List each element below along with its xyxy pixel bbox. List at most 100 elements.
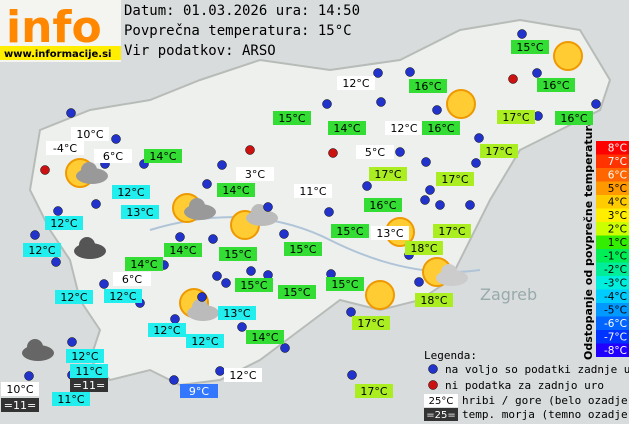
scale-cell (596, 195, 629, 209)
station-label-bg (66, 349, 104, 363)
station-label-bg (433, 224, 471, 238)
station-dot (280, 343, 290, 353)
scale-cell (596, 289, 629, 303)
station-label-bg (52, 392, 90, 406)
station-label-bg (144, 149, 182, 163)
station-dot (347, 370, 357, 380)
station-label-bg (415, 293, 453, 307)
sun-icon (446, 89, 476, 119)
legend-text: temp. morja (temno ozadje) (462, 408, 629, 421)
cloud-icon (79, 237, 95, 253)
station-dot (202, 179, 212, 189)
station-label-bg (369, 167, 407, 181)
station-label: 12°C (117, 186, 144, 199)
station-label-bg (246, 330, 284, 344)
station-dot (221, 278, 231, 288)
sun-icon (365, 280, 395, 310)
station-label: 11°C (75, 365, 102, 378)
station-label: 12°C (71, 350, 98, 363)
station-label-bg (352, 316, 390, 330)
station-label-bg (224, 368, 262, 382)
station-dot (421, 157, 431, 167)
place-label: Zagreb (480, 285, 537, 304)
station-label: 17°C (438, 225, 465, 238)
station-dot (420, 195, 430, 205)
station-dot (532, 68, 542, 78)
station-label-bg (235, 278, 273, 292)
station-label: 3°C (245, 168, 265, 181)
station-dot (279, 229, 289, 239)
station-label: 9°C (189, 385, 209, 398)
legend-sample-bg (424, 408, 458, 421)
legend-sample-bg (424, 394, 458, 407)
station-label: 12°C (390, 122, 417, 135)
station-dot (322, 99, 332, 109)
station-dot (346, 307, 356, 317)
station-label: 13°C (126, 206, 153, 219)
station-label-bg (104, 289, 142, 303)
legend-text: ni podatka za zadnjo uro (445, 379, 604, 392)
station-dot (591, 99, 601, 109)
station-label-bg (422, 121, 460, 135)
station-label: 15°C (283, 286, 310, 299)
station-dot (246, 266, 256, 276)
station-label-bg (219, 247, 257, 261)
station-label-bg (331, 224, 369, 238)
station-dot (414, 277, 424, 287)
station-label-bg (23, 243, 61, 257)
scale-label: 2°C (608, 224, 627, 236)
station-label-bg (537, 78, 575, 92)
station-label-bg (70, 378, 108, 392)
scale-cell (596, 141, 629, 155)
station-label-bg (164, 243, 202, 257)
station-dot (91, 199, 101, 209)
cloud-icon (192, 299, 208, 315)
station-label: 12°C (342, 77, 369, 90)
scale-cell (596, 330, 629, 344)
station-dot (197, 292, 207, 302)
station-label-bg (356, 145, 394, 159)
station-dot (474, 133, 484, 143)
station-dot (111, 134, 121, 144)
station-label-bg (405, 241, 443, 255)
station-label-bg (364, 198, 402, 212)
station-label-bg (294, 184, 332, 198)
station-label: 17°C (485, 145, 512, 158)
station-label: 16°C (369, 199, 396, 212)
scale-cell (596, 181, 629, 195)
station-label-bg (555, 111, 593, 125)
scale-label: 6°C (608, 170, 627, 182)
station-label: 15°C (516, 41, 543, 54)
station-label: 14°C (251, 331, 278, 344)
station-label-bg (1, 382, 39, 396)
station-dot (517, 29, 527, 39)
station-label: 12°C (153, 324, 180, 337)
station-dot (169, 375, 179, 385)
scale-cell (596, 303, 629, 317)
station-label: 12°C (229, 369, 256, 382)
station-label: 5°C (365, 146, 385, 159)
station-dot-missing (40, 165, 50, 175)
station-dot (208, 234, 218, 244)
station-dot (212, 271, 222, 281)
scale-label: 7°C (608, 156, 627, 168)
station-dot (170, 314, 180, 324)
scale-cell (596, 262, 629, 276)
station-label-bg (94, 149, 132, 163)
scale-label: 4°C (608, 197, 627, 209)
scale-label: -4°C (604, 291, 627, 303)
site: www.informacije.si (4, 49, 112, 60)
station-dot (376, 97, 386, 107)
site-bg (0, 46, 121, 60)
station-label: 14°C (169, 244, 196, 257)
station-label: 16°C (560, 112, 587, 125)
station-dot (425, 185, 435, 195)
station-dot (263, 202, 273, 212)
station-label-bg (217, 183, 255, 197)
station-dot (435, 200, 445, 210)
station-label: 14°C (130, 258, 157, 271)
station-label: 15°C (331, 278, 358, 291)
station-dot (217, 160, 227, 170)
station-label: 16°C (414, 80, 441, 93)
station-label-bg (180, 384, 218, 398)
